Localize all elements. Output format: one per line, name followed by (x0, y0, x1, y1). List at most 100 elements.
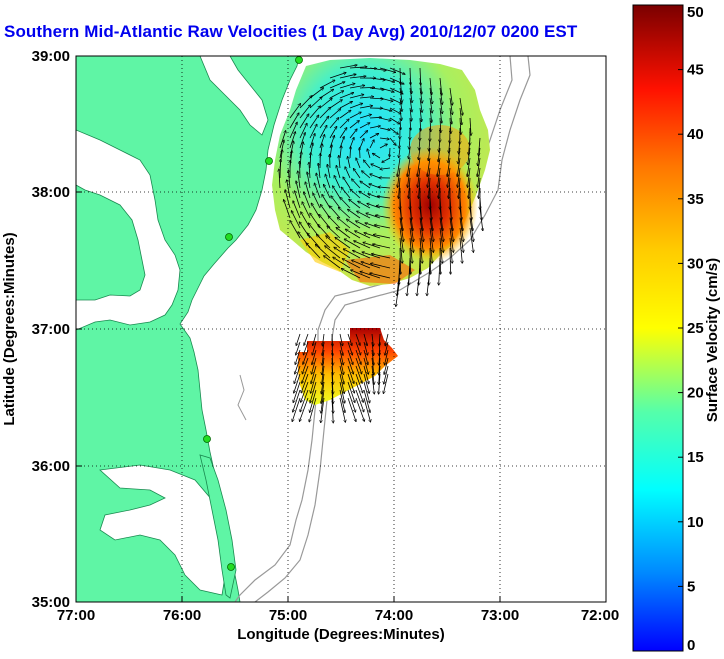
colorbar-tick-label: 20 (687, 385, 704, 402)
velocity-arrow (359, 123, 370, 129)
velocity-arrow (439, 217, 444, 241)
velocity-arrow (305, 182, 311, 199)
velocity-arrow (439, 77, 442, 95)
velocity-arrow (363, 333, 367, 346)
velocity-arrow (389, 97, 402, 104)
velocity-arrow (310, 381, 317, 403)
velocity-arrow (355, 231, 371, 239)
velocity-arrow (430, 117, 431, 132)
velocity-arrow (339, 74, 356, 79)
velocity-arrow (457, 157, 461, 177)
velocity-arrow (419, 217, 424, 241)
velocity-arrow (313, 193, 321, 209)
velocity-arrow (353, 169, 361, 179)
velocity-arrow (369, 126, 380, 129)
velocity-arrow (469, 227, 473, 252)
velocity-arrow (311, 357, 317, 374)
velocity-arrow (439, 107, 442, 123)
velocity-arrow (295, 349, 301, 364)
velocity-arrow (450, 117, 451, 134)
velocity-arrow (385, 341, 389, 355)
velocity-arrow (419, 207, 423, 231)
x-tick-labels: 77:00 76:00 75:00 74:00 73:00 72:00 (57, 607, 619, 624)
velocity-arrow (355, 365, 362, 383)
velocity-arrow (399, 97, 402, 111)
velocity-arrow (339, 389, 345, 413)
velocity-arrow (438, 147, 441, 162)
velocity-arrow (299, 114, 309, 129)
velocity-arrow (332, 397, 333, 423)
velocity-arrow (329, 118, 339, 129)
colorbar-tick-label: 5 (687, 578, 695, 595)
velocity-arrow (363, 357, 368, 374)
velocity-arrow (349, 67, 367, 68)
velocity-arrow (292, 397, 301, 422)
velocity-arrow (318, 163, 321, 179)
velocity-arrow (410, 247, 411, 274)
velocity-arrow (279, 169, 280, 189)
velocity-arrow (311, 365, 317, 384)
velocity-arrow (289, 132, 295, 149)
velocity-arrow (458, 167, 461, 187)
velocity-arrow (342, 259, 361, 269)
velocity-arrow (359, 191, 371, 199)
velocity-arrow (294, 373, 301, 393)
velocity-arrow (324, 256, 341, 269)
velocity-arrow (352, 179, 361, 189)
velocity-arrow (339, 93, 354, 99)
velocity-arrow (307, 172, 311, 189)
velocity-arrow (407, 157, 411, 177)
velocity-arrow (429, 77, 432, 95)
colorbar-label: Surface Velocity (cm/s) (704, 258, 721, 422)
velocity-arrow (379, 87, 394, 92)
velocity-arrow (409, 207, 413, 231)
velocity-arrow (469, 217, 474, 241)
velocity-arrow (339, 128, 347, 139)
velocity-arrow (349, 199, 361, 209)
velocity-arrow (322, 365, 325, 384)
velocity-arrow (309, 397, 317, 422)
velocity-arrow (355, 373, 363, 393)
velocity-arrow (440, 247, 441, 274)
velocity-arrow (339, 373, 344, 394)
velocity-arrow (384, 365, 389, 384)
velocity-arrow (418, 167, 421, 187)
velocity-arrow (299, 123, 307, 139)
y-tick-label: 38:00 (32, 184, 70, 201)
velocity-arrow (339, 102, 352, 109)
velocity-arrow (429, 237, 432, 263)
velocity-arrow (302, 357, 309, 374)
velocity-arrow (359, 97, 374, 98)
velocity-arrow (419, 237, 422, 263)
velocity-arrow (379, 365, 380, 384)
velocity-arrow (385, 333, 389, 346)
velocity-arrow (367, 149, 371, 159)
radar-station (265, 157, 273, 165)
northern-coverage (272, 58, 490, 286)
radar-station (227, 563, 235, 571)
velocity-arrow (360, 148, 361, 159)
velocity-arrow (450, 247, 451, 274)
velocity-arrow (321, 381, 325, 403)
x-tick-label: 76:00 (163, 607, 201, 624)
velocity-arrow (339, 156, 340, 169)
velocity-arrow (379, 138, 389, 139)
velocity-arrow (364, 160, 371, 169)
velocity-arrow (347, 365, 354, 383)
colorbar-tick-label: 15 (687, 449, 704, 466)
velocity-arrow (449, 207, 453, 231)
colorbar-tick-label: 45 (687, 62, 704, 79)
velocity-arrow (314, 183, 321, 199)
velocity-arrow (390, 147, 391, 157)
velocity-arrow (469, 137, 471, 155)
velocity-arrow (429, 217, 434, 241)
velocity-arrow (329, 82, 345, 89)
velocity-arrow (373, 244, 391, 249)
velocity-arrow (449, 107, 452, 124)
colorbar-tick-label: 35 (687, 191, 704, 208)
velocity-arrow (419, 77, 422, 94)
velocity-arrow (301, 373, 309, 393)
velocity-vectors (279, 65, 483, 423)
velocity-arrow (365, 223, 381, 229)
y-tick-label: 37:00 (32, 321, 70, 338)
